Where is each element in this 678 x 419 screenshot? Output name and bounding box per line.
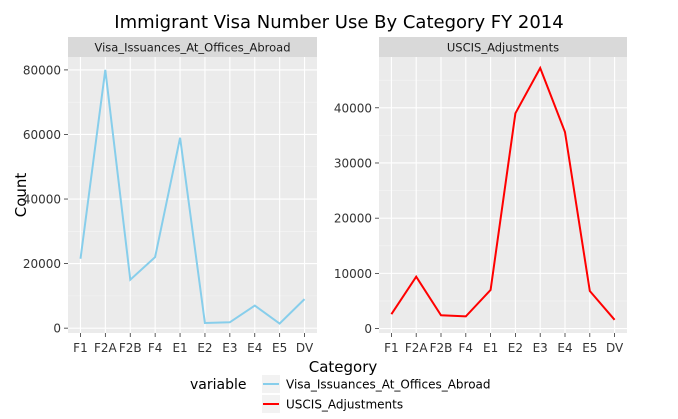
legend-item: USCIS_Adjustments <box>262 395 403 413</box>
y-axis-title: Count <box>12 173 30 218</box>
y-tick-label: 0 <box>364 322 372 336</box>
y-tick-label: 30000 <box>334 156 372 170</box>
strip-label: Visa_Issuances_At_Offices_Abroad <box>95 41 291 55</box>
y-tick-label: 20000 <box>334 212 372 226</box>
x-axis-title: Category <box>309 358 378 376</box>
x-tick-label: E4 <box>247 341 262 355</box>
legend: Visa_Issuances_At_Offices_Abroad USCIS_Ad… <box>262 375 491 413</box>
x-tick-label: E4 <box>557 341 572 355</box>
x-tick-label: F2B <box>119 341 142 355</box>
x-tick-label: E3 <box>222 341 237 355</box>
y-tick-label: 60000 <box>23 128 61 142</box>
x-tick-label: DV <box>296 341 314 355</box>
series-line <box>390 65 616 321</box>
legend-title: variable <box>190 377 246 393</box>
x-tick-label: F4 <box>459 341 474 355</box>
legend-item: Visa_Issuances_At_Offices_Abroad <box>262 375 491 393</box>
x-tick-label: E1 <box>172 341 187 355</box>
panels: Visa_Issuances_At_Offices_Abroad 0 20000 40… <box>23 37 627 355</box>
legend-label: USCIS_Adjustments <box>286 398 403 412</box>
chart-title: Immigrant Visa Number Use By Category FY… <box>114 12 563 33</box>
x-tick-label: E5 <box>582 341 597 355</box>
y-tick-label: 40000 <box>23 193 61 207</box>
x-tick-label: F2A <box>94 341 118 355</box>
y-tick-label: 10000 <box>334 267 372 281</box>
x-tick-label: E1 <box>483 341 498 355</box>
x-tick-label: F1 <box>73 341 88 355</box>
x-tick-label: E2 <box>197 341 212 355</box>
y-tick-label: 80000 <box>23 63 61 77</box>
x-tick-label: F4 <box>148 341 163 355</box>
x-tick-label: F1 <box>384 341 399 355</box>
x-tick-label: F2B <box>430 341 453 355</box>
x-tick-label: F2A <box>405 341 429 355</box>
x-tick-label: DV <box>606 341 624 355</box>
series-line <box>79 69 306 325</box>
x-tick-label: E2 <box>508 341 523 355</box>
x-tick-label: E3 <box>533 341 548 355</box>
x-tick-label: E5 <box>272 341 287 355</box>
strip-background <box>68 37 317 57</box>
y-tick-label: 40000 <box>334 101 372 115</box>
panel-2: USCIS_Adjustments 0 10000 20000 30000 40000 F1… <box>334 37 627 355</box>
strip-background <box>379 37 627 57</box>
strip-label: USCIS_Adjustments <box>447 41 559 55</box>
y-tick-label: 20000 <box>23 257 61 271</box>
panel-1: Visa_Issuances_At_Offices_Abroad 0 20000 40… <box>23 37 317 355</box>
legend-label: Visa_Issuances_At_Offices_Abroad <box>286 378 491 392</box>
y-tick-label: 0 <box>53 322 61 336</box>
